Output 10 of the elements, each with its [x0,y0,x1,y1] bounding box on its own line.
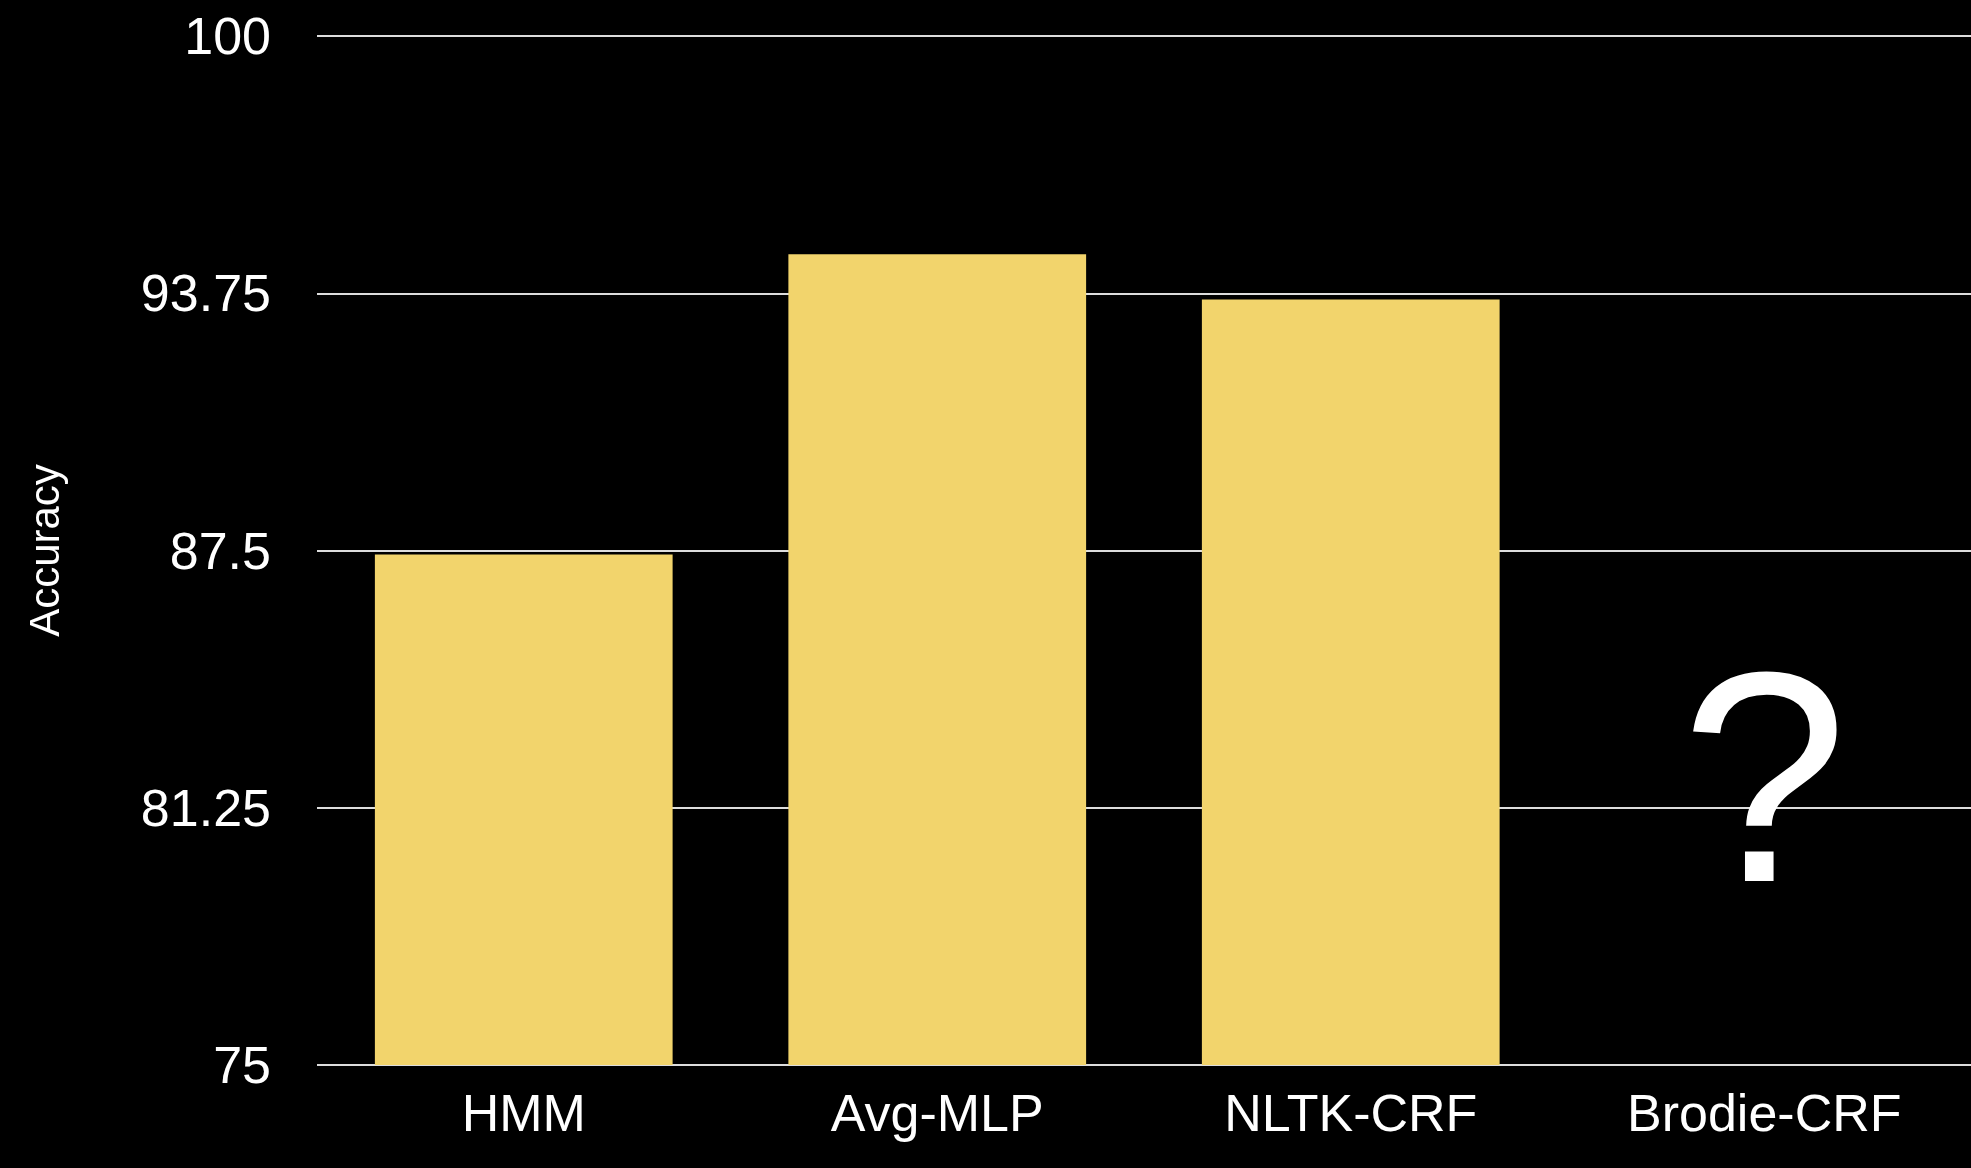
y-tick-label: 100 [184,7,271,65]
y-tick-label: 93.75 [140,264,271,323]
x-tick-label: Avg-MLP [830,1084,1044,1142]
y-tick-label: 75 [213,1036,271,1094]
y-tick-label: 87.5 [169,521,271,580]
x-tick-label: HMM [461,1084,586,1142]
x-tick-label: NLTK-CRF [1224,1084,1478,1142]
y-tick-label: 81.25 [140,778,271,837]
x-tick-label: Brodie-CRF [1627,1084,1902,1142]
y-axis-title: Accuracy [20,464,68,637]
